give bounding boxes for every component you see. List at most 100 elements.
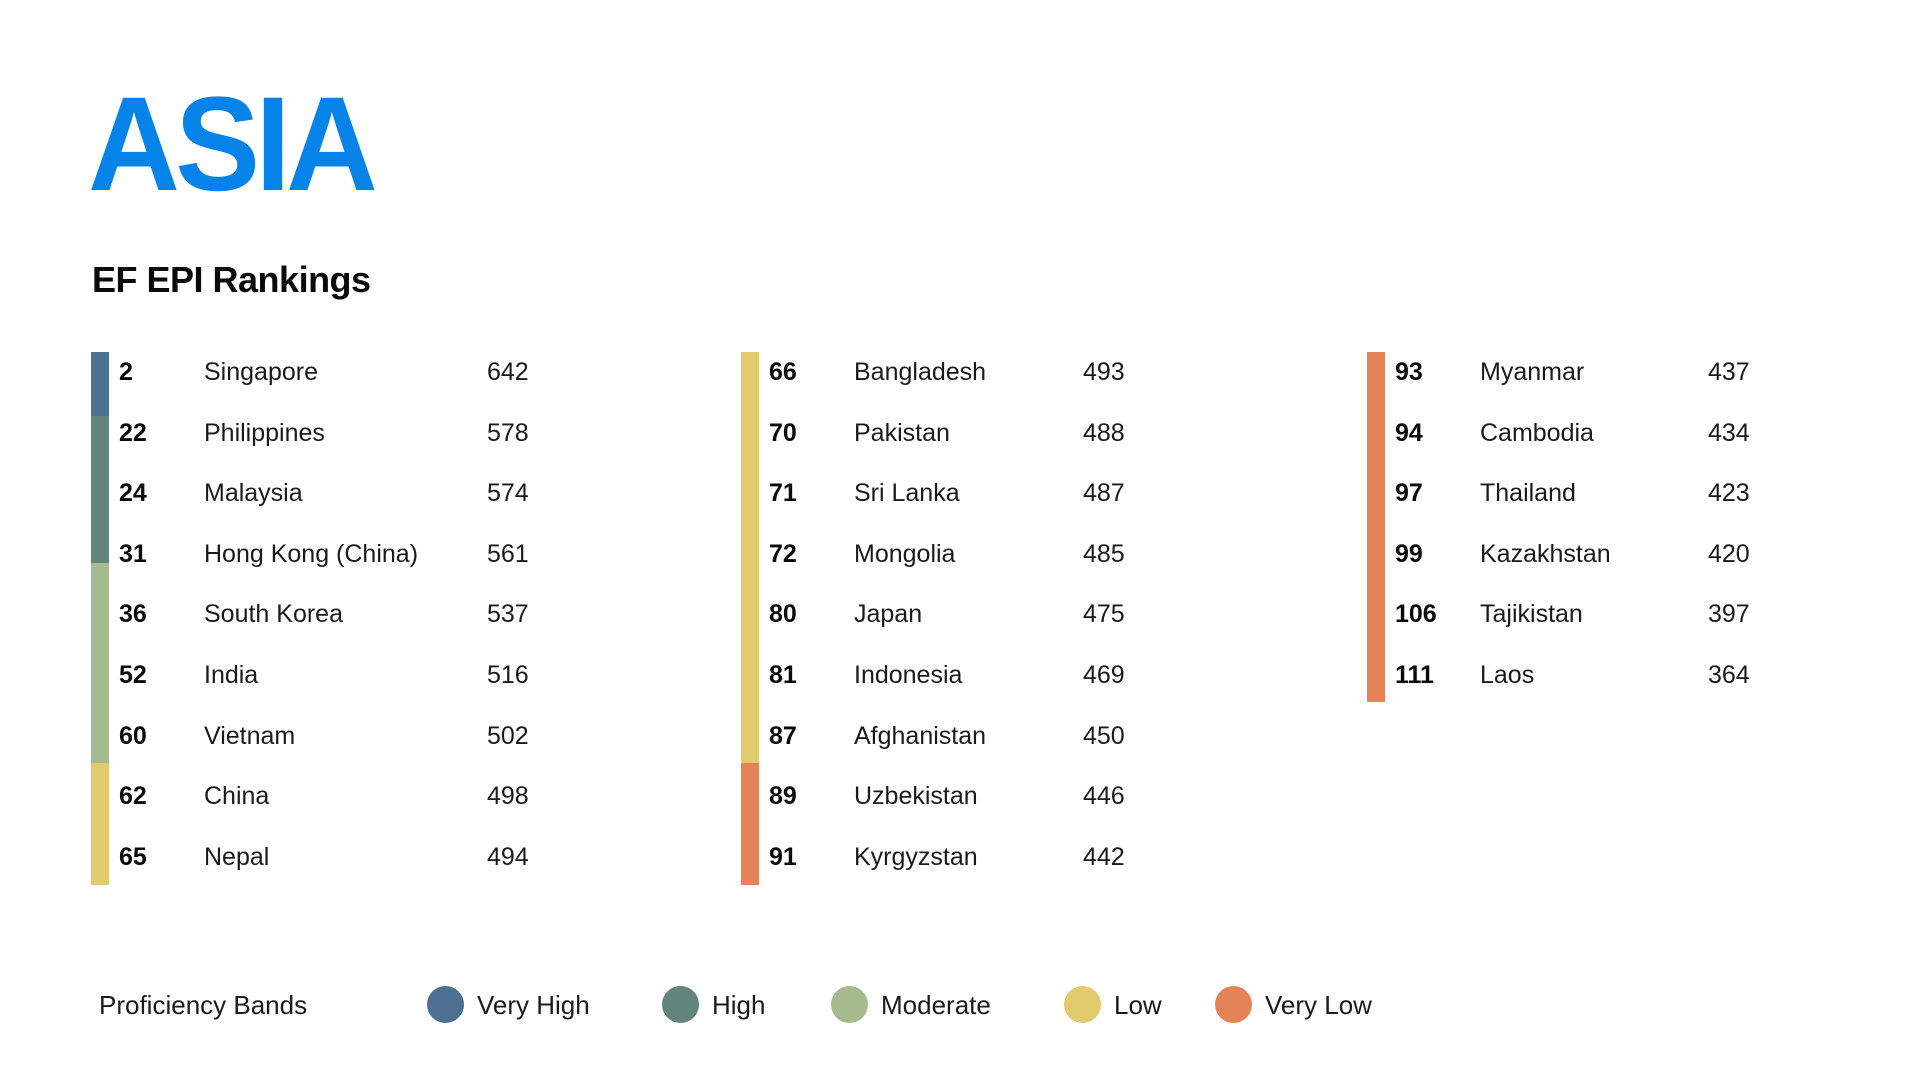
score-value: 493 bbox=[1083, 358, 1125, 386]
band-segment-moderate bbox=[91, 563, 109, 763]
score-value: 420 bbox=[1708, 539, 1750, 568]
score-value: 642 bbox=[487, 358, 529, 386]
country-name: Uzbekistan bbox=[854, 782, 978, 811]
proficiency-band-bar bbox=[91, 352, 109, 885]
table-row: 24 Malaysia 574 bbox=[91, 473, 529, 513]
country-name: South Korea bbox=[204, 600, 343, 629]
table-row: 72 Mongolia 485 bbox=[741, 534, 1161, 574]
table-row: 111 Laos 364 bbox=[1367, 655, 1787, 695]
score-value: 397 bbox=[1708, 600, 1750, 629]
table-row: 36 South Korea 537 bbox=[91, 594, 529, 634]
legend-color-dot-icon bbox=[662, 986, 699, 1023]
country-name: India bbox=[204, 661, 259, 689]
legend-label: Very Low bbox=[1265, 990, 1372, 1020]
country-name: Japan bbox=[854, 600, 923, 629]
table-row: 91 Kyrgyzstan 442 bbox=[741, 837, 1161, 877]
rank-value: 87 bbox=[769, 721, 797, 750]
table-row: 106 Tajikistan 397 bbox=[1367, 594, 1787, 634]
legend-label: Moderate bbox=[881, 990, 991, 1020]
score-value: 561 bbox=[487, 539, 529, 568]
rank-value: 94 bbox=[1395, 418, 1423, 447]
rank-value: 89 bbox=[769, 782, 797, 811]
country-name: China bbox=[204, 782, 270, 811]
proficiency-legend: Proficiency Bands Very High High Moderate L… bbox=[0, 985, 1920, 1025]
table-row: 99 Kazakhstan 420 bbox=[1367, 534, 1787, 574]
legend-color-dot-icon bbox=[1215, 986, 1252, 1023]
country-name: Cambodia bbox=[1480, 418, 1594, 447]
score-value: 469 bbox=[1083, 661, 1125, 689]
score-value: 516 bbox=[487, 661, 529, 689]
band-segment-low bbox=[741, 352, 759, 763]
rank-value: 62 bbox=[119, 782, 147, 811]
table-row: 87 Afghanistan 450 bbox=[741, 716, 1161, 756]
table-row: 52 India 516 bbox=[91, 655, 529, 695]
table-row: 31 Hong Kong (China) 561 bbox=[91, 534, 529, 574]
country-name: Tajikistan bbox=[1480, 600, 1583, 629]
rank-value: 70 bbox=[769, 418, 797, 447]
rank-value: 60 bbox=[119, 721, 147, 750]
legend-color-dot-icon bbox=[427, 986, 464, 1023]
rank-value: 106 bbox=[1395, 600, 1437, 629]
country-name: Thailand bbox=[1480, 479, 1576, 508]
country-name: Kazakhstan bbox=[1480, 539, 1611, 568]
table-row: 22 Philippines 578 bbox=[91, 413, 529, 453]
rank-value: 99 bbox=[1395, 539, 1423, 568]
proficiency-band-bar bbox=[1367, 352, 1385, 702]
rank-value: 93 bbox=[1395, 358, 1423, 386]
country-name: Philippines bbox=[204, 418, 325, 447]
legend-label: Very High bbox=[477, 990, 590, 1020]
band-segment-high bbox=[91, 416, 109, 563]
score-value: 494 bbox=[487, 842, 529, 871]
rank-value: 97 bbox=[1395, 479, 1423, 508]
rank-value: 71 bbox=[769, 479, 797, 508]
table-row: 2 Singapore 642 bbox=[91, 352, 529, 392]
band-segment-very-low bbox=[1367, 352, 1385, 702]
table-row: 94 Cambodia 434 bbox=[1367, 413, 1787, 453]
country-name: Bangladesh bbox=[854, 358, 987, 386]
score-value: 423 bbox=[1708, 479, 1750, 508]
table-row: 66 Bangladesh 493 bbox=[741, 352, 1161, 392]
country-name: Myanmar bbox=[1480, 358, 1585, 386]
country-name: Vietnam bbox=[204, 721, 296, 750]
country-name: Malaysia bbox=[204, 479, 303, 508]
country-name: Mongolia bbox=[854, 539, 956, 568]
score-value: 487 bbox=[1083, 479, 1125, 508]
legend-title: Proficiency Bands bbox=[99, 990, 308, 1020]
rank-value: 31 bbox=[119, 539, 147, 568]
region-title: ASIA bbox=[88, 70, 378, 219]
table-row: 93 Myanmar 437 bbox=[1367, 352, 1787, 392]
score-value: 537 bbox=[487, 600, 529, 629]
rankings-subtitle: EF EPI Rankings bbox=[92, 259, 371, 300]
legend-label: High bbox=[712, 990, 766, 1020]
table-row: 70 Pakistan 488 bbox=[741, 413, 1161, 453]
country-name: Indonesia bbox=[854, 661, 963, 689]
score-value: 364 bbox=[1708, 661, 1750, 689]
rank-value: 2 bbox=[119, 358, 133, 386]
rank-value: 22 bbox=[119, 418, 147, 447]
country-name: Kyrgyzstan bbox=[854, 842, 978, 871]
rank-value: 111 bbox=[1395, 661, 1434, 689]
legend-label: Low bbox=[1114, 990, 1162, 1020]
score-value: 437 bbox=[1708, 358, 1750, 386]
rank-value: 80 bbox=[769, 600, 797, 629]
band-segment-low bbox=[91, 763, 109, 885]
rank-value: 24 bbox=[119, 479, 147, 508]
table-row: 60 Vietnam 502 bbox=[91, 716, 529, 756]
country-name: Afghanistan bbox=[854, 721, 987, 750]
legend-color-dot-icon bbox=[831, 986, 868, 1023]
score-value: 450 bbox=[1083, 721, 1125, 750]
score-value: 488 bbox=[1083, 418, 1125, 447]
table-row: 65 Nepal 494 bbox=[91, 837, 529, 877]
country-name: Nepal bbox=[204, 842, 270, 871]
country-name: Hong Kong (China) bbox=[204, 539, 419, 568]
rank-value: 81 bbox=[769, 661, 797, 689]
score-value: 475 bbox=[1083, 600, 1125, 629]
country-name: Sri Lanka bbox=[854, 479, 960, 508]
score-value: 498 bbox=[487, 782, 529, 811]
table-row: 97 Thailand 423 bbox=[1367, 473, 1787, 513]
legend-color-dot-icon bbox=[1064, 986, 1101, 1023]
rank-value: 91 bbox=[769, 842, 797, 871]
country-name: Laos bbox=[1480, 661, 1535, 689]
score-value: 574 bbox=[487, 479, 529, 508]
rank-value: 66 bbox=[769, 358, 797, 386]
